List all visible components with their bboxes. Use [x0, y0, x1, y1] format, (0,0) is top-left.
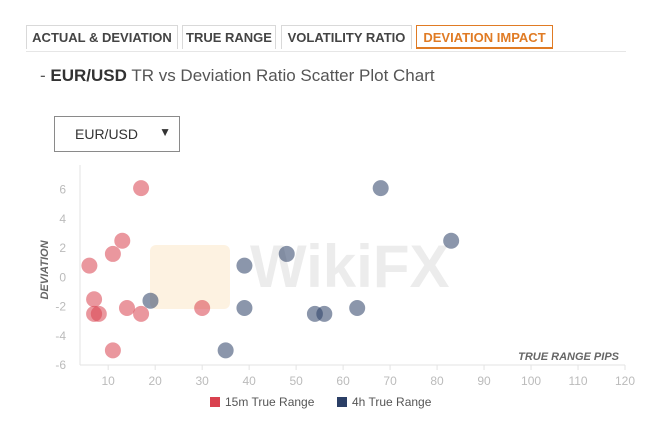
title-prefix: - — [40, 66, 51, 85]
tab-true-range[interactable]: TRUE RANGE — [182, 25, 276, 49]
y-tick-label: 4 — [59, 212, 66, 226]
y-tick-label: -6 — [55, 358, 66, 372]
title-rest: TR vs Deviation Ratio Scatter Plot Chart — [126, 66, 435, 85]
x-tick-label: 120 — [615, 374, 635, 388]
x-tick-label: 100 — [521, 374, 541, 388]
x-tick-label: 20 — [148, 374, 162, 388]
scatter-point-15m[interactable] — [86, 291, 103, 308]
chart-axes — [79, 165, 625, 366]
x-tick-label: 50 — [289, 374, 303, 388]
dropdown-arrow-icon: ▼ — [159, 125, 171, 139]
y-tick-label: 6 — [59, 183, 66, 197]
x-tick-label: 10 — [102, 374, 116, 388]
y-tick-label: 0 — [59, 270, 66, 284]
legend-swatch-4h — [337, 397, 347, 407]
legend-label-15m: 15m True Range — [225, 395, 315, 409]
chart-grid — [107, 365, 626, 370]
scatter-point-15m[interactable] — [104, 342, 121, 359]
scatter-point-4h[interactable] — [372, 180, 389, 197]
scatter-point-4h[interactable] — [217, 342, 234, 359]
legend-item-15m[interactable]: 15m True Range — [210, 395, 314, 409]
scatter-point-15m[interactable] — [133, 180, 150, 197]
scatter-point-15m[interactable] — [194, 300, 211, 316]
scatter-point-15m[interactable] — [133, 305, 150, 322]
scatter-point-4h[interactable] — [142, 292, 159, 309]
x-tick-label: 40 — [242, 374, 256, 388]
legend-item-4h[interactable]: 4h True Range — [337, 395, 431, 409]
tab-actual-deviation[interactable]: ACTUAL & DEVIATION — [26, 25, 178, 49]
x-tick-label: 80 — [430, 374, 444, 388]
x-tick-label: 30 — [195, 374, 209, 388]
tab-deviation-impact[interactable]: DEVIATION IMPACT — [416, 25, 553, 49]
x-tick-label: 70 — [383, 374, 397, 388]
y-axis-label: DEVIATION — [39, 239, 51, 299]
scatter-point-4h[interactable] — [349, 300, 366, 316]
chart-title: - EUR/USD TR vs Deviation Ratio Scatter … — [40, 66, 435, 86]
legend-swatch-15m — [210, 397, 220, 407]
chart-points — [81, 180, 460, 359]
title-pair: EUR/USD — [50, 66, 127, 85]
legend-label-4h: 4h True Range — [352, 395, 432, 409]
y-tick-label: -4 — [55, 329, 66, 343]
x-tick-label: 90 — [477, 374, 491, 388]
currency-pair-select[interactable]: EUR/USD ▼ — [54, 116, 180, 152]
x-tick-label: 110 — [568, 374, 587, 388]
scatter-point-4h[interactable] — [236, 257, 253, 274]
y-tick-label: -2 — [55, 300, 66, 314]
scatter-point-4h[interactable] — [316, 305, 333, 322]
x-tick-label: 60 — [336, 374, 350, 388]
chart-ticks: -6 -4 -2 0 2 4 6 10 20 30 40 50 60 70 80 90 100 110 120 — [55, 183, 635, 388]
scatter-point-15m[interactable] — [81, 257, 98, 274]
scatter-point-4h[interactable] — [443, 232, 460, 249]
scatter-point-4h[interactable] — [278, 245, 295, 262]
scatter-point-15m[interactable] — [90, 305, 107, 322]
y-tick-label: 2 — [59, 241, 66, 255]
scatter-point-15m[interactable] — [104, 245, 121, 262]
scatter-point-15m[interactable] — [114, 232, 131, 249]
tab-bar: ACTUAL & DEVIATION TRUE RANGE VOLATILITY… — [26, 25, 626, 52]
tab-volatility-ratio[interactable]: VOLATILITY RATIO — [281, 25, 412, 49]
x-axis-label: TRUE RANGE PIPS — [518, 351, 620, 363]
scatter-point-15m[interactable] — [118, 300, 135, 316]
scatter-point-4h[interactable] — [236, 300, 253, 316]
scatter-chart: -6 -4 -2 0 2 4 6 10 20 30 40 50 60 70 80 90 100 110 120 DE… — [39, 165, 635, 388]
currency-pair-value: EUR/USD — [75, 126, 139, 142]
